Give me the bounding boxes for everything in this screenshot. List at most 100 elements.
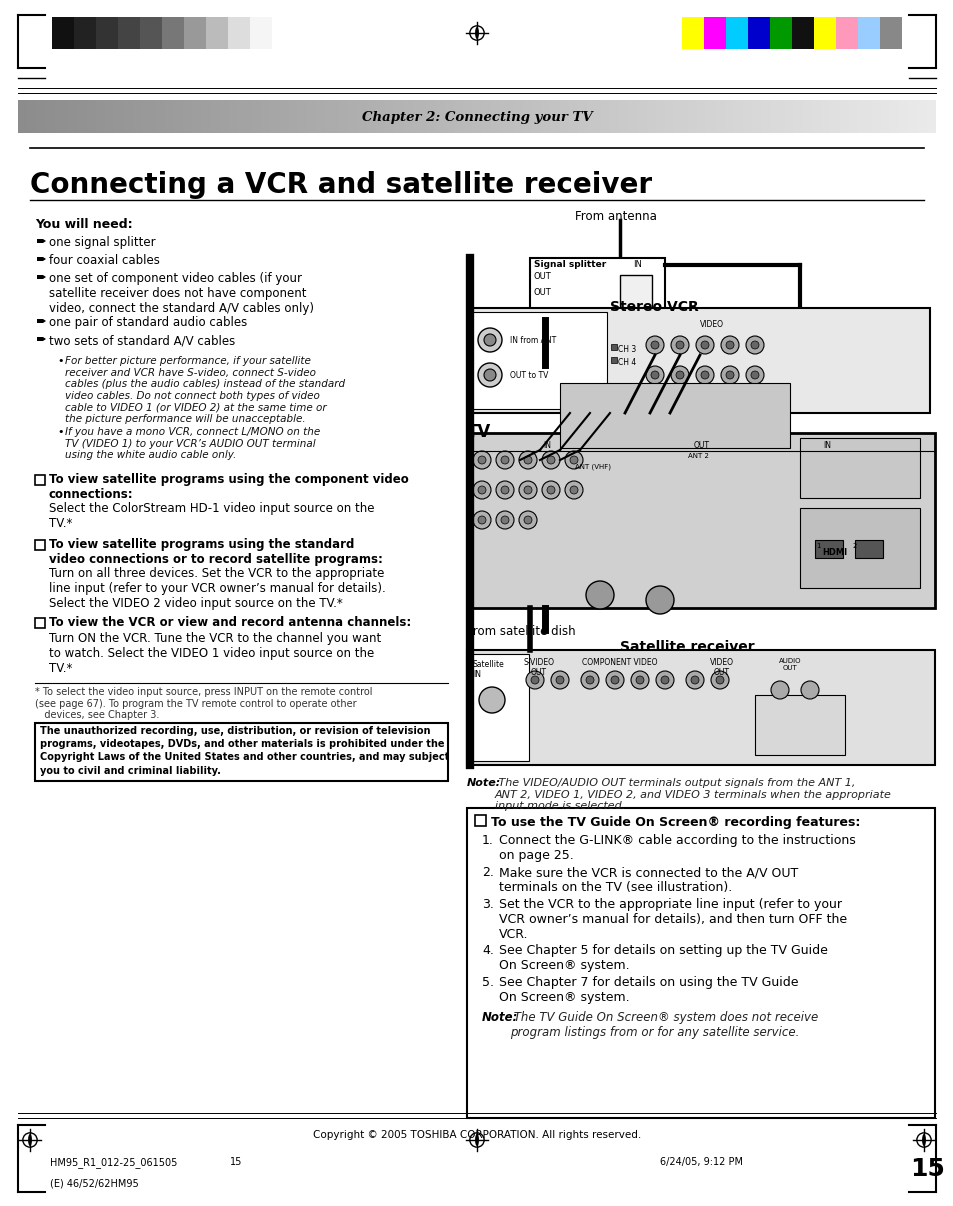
Circle shape (650, 371, 659, 379)
Text: The unauthorized recording, use, distribution, or revision of television
program: The unauthorized recording, use, distrib… (40, 726, 449, 775)
Text: 1: 1 (815, 543, 820, 549)
Text: S-VIDEO
OUT: S-VIDEO OUT (523, 658, 554, 678)
Bar (791, 17, 813, 49)
Bar (769, 17, 791, 49)
Circle shape (645, 336, 663, 355)
Bar (35, 617, 45, 628)
Circle shape (720, 336, 739, 355)
Circle shape (496, 511, 514, 529)
Bar (814, 540, 842, 558)
Circle shape (518, 481, 537, 499)
Text: Connect the G-LINK® cable according to the instructions
on page 25.: Connect the G-LINK® cable according to t… (498, 835, 855, 862)
Bar (469, 654, 529, 761)
Circle shape (564, 481, 582, 499)
Text: OUT: OUT (534, 273, 551, 281)
Text: two sets of standard A/V cables: two sets of standard A/V cables (49, 334, 235, 347)
Bar (610, 344, 617, 350)
Text: Satellite receiver: Satellite receiver (619, 640, 754, 654)
FancyArrow shape (37, 239, 46, 242)
Text: COMPONENT VIDEO: COMPONENT VIDEO (581, 658, 657, 667)
Bar (467, 808, 934, 1118)
Circle shape (725, 371, 733, 379)
Circle shape (720, 365, 739, 384)
Circle shape (483, 369, 496, 381)
Circle shape (569, 486, 578, 494)
Circle shape (750, 341, 759, 349)
Text: Note:: Note: (481, 1011, 517, 1024)
Circle shape (585, 677, 594, 684)
Text: To view satellite programs using the standard
video connections or to record sat: To view satellite programs using the sta… (49, 538, 382, 566)
Text: Chapter 2: Connecting your TV: Chapter 2: Connecting your TV (361, 111, 592, 123)
Text: * To select the video input source, press INPUT on the remote control
(see page : * To select the video input source, pres… (35, 687, 372, 720)
Text: CH 4: CH 4 (618, 358, 636, 367)
Text: 15: 15 (909, 1157, 943, 1181)
Text: Turn on all three devices. Set the VCR to the appropriate
line input (refer to y: Turn on all three devices. Set the VCR t… (49, 567, 385, 610)
FancyArrow shape (37, 257, 46, 260)
Text: ANT (VHF): ANT (VHF) (575, 463, 610, 469)
Bar (35, 724, 448, 781)
Circle shape (473, 481, 491, 499)
Text: Copyright © 2005 TOSHIBA CORPORATION. All rights reserved.: Copyright © 2005 TOSHIBA CORPORATION. Al… (313, 1130, 640, 1140)
Text: IN from ANT: IN from ANT (510, 336, 556, 345)
Circle shape (477, 363, 501, 387)
Text: IN: IN (633, 260, 641, 269)
Bar (681, 17, 703, 49)
Text: Set the VCR to the appropriate line input (refer to your
VCR owner’s manual for : Set the VCR to the appropriate line inpu… (498, 898, 846, 941)
Circle shape (670, 336, 688, 355)
Text: Stereo VCR: Stereo VCR (609, 300, 698, 314)
Text: •: • (57, 356, 64, 365)
Text: From satellite dish: From satellite dish (467, 625, 575, 638)
Bar (559, 384, 789, 447)
Circle shape (710, 671, 728, 689)
Circle shape (551, 671, 568, 689)
Ellipse shape (28, 1134, 31, 1146)
Text: To view the VCR or view and record antenna channels:: To view the VCR or view and record anten… (49, 616, 411, 630)
Text: TV: TV (467, 423, 491, 441)
Circle shape (518, 451, 537, 469)
Bar (619, 275, 651, 314)
Text: VIDEO: VIDEO (700, 320, 723, 329)
Circle shape (716, 677, 723, 684)
Text: Connecting a VCR and satellite receiver: Connecting a VCR and satellite receiver (30, 171, 652, 199)
Circle shape (546, 486, 555, 494)
Circle shape (525, 671, 543, 689)
Circle shape (696, 365, 713, 384)
Bar (467, 650, 934, 765)
Circle shape (477, 486, 485, 494)
Text: See Chapter 5 for details on setting up the TV Guide
On Screen® system.: See Chapter 5 for details on setting up … (498, 944, 827, 972)
Bar (467, 433, 934, 608)
Text: 4.: 4. (481, 944, 494, 958)
Bar (206, 17, 228, 49)
Bar (800, 438, 919, 498)
Circle shape (483, 334, 496, 346)
Text: 15: 15 (230, 1157, 242, 1167)
Bar (854, 540, 882, 558)
Circle shape (676, 341, 683, 349)
Circle shape (670, 365, 688, 384)
Circle shape (477, 456, 485, 464)
Circle shape (531, 677, 538, 684)
Circle shape (556, 677, 563, 684)
Bar (725, 17, 747, 49)
Circle shape (569, 456, 578, 464)
Circle shape (477, 328, 501, 352)
Circle shape (473, 511, 491, 529)
Text: 3.: 3. (481, 898, 494, 911)
Text: OUT: OUT (693, 441, 709, 450)
Circle shape (605, 671, 623, 689)
Circle shape (585, 581, 614, 609)
Circle shape (523, 456, 532, 464)
Bar (470, 308, 929, 412)
Circle shape (541, 451, 559, 469)
Circle shape (541, 481, 559, 499)
Text: If you have a mono VCR, connect L/MONO on the
TV (VIDEO 1) to your VCR’s AUDIO O: If you have a mono VCR, connect L/MONO o… (65, 427, 320, 461)
Circle shape (685, 671, 703, 689)
Circle shape (645, 586, 673, 614)
Bar (754, 695, 844, 755)
Circle shape (523, 486, 532, 494)
Text: Turn ON the VCR. Tune the VCR to the channel you want
to watch. Select the VIDEO: Turn ON the VCR. Tune the VCR to the cha… (49, 632, 381, 675)
Bar (140, 17, 162, 49)
Circle shape (725, 341, 733, 349)
Bar (52, 17, 74, 49)
Text: 6/24/05, 9:12 PM: 6/24/05, 9:12 PM (659, 1157, 742, 1167)
